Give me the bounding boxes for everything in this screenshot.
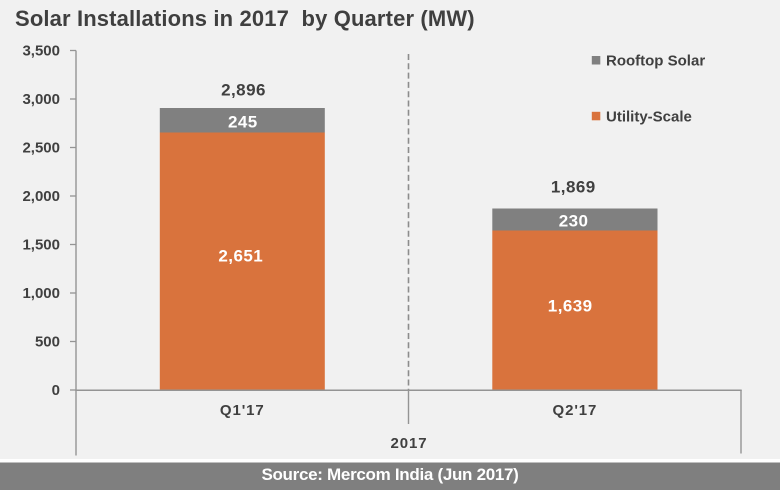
svg-text:2,000: 2,000	[22, 188, 60, 205]
svg-text:2,651: 2,651	[218, 246, 263, 265]
svg-text:2017: 2017	[391, 435, 428, 452]
svg-text:0: 0	[52, 382, 60, 399]
svg-text:2,896: 2,896	[221, 80, 266, 99]
svg-text:Utility-Scale: Utility-Scale	[606, 108, 692, 125]
svg-text:500: 500	[35, 334, 60, 351]
svg-text:2,500: 2,500	[22, 140, 60, 157]
svg-text:3,000: 3,000	[22, 91, 60, 108]
svg-text:Source: Mercom India (Jun 2017: Source: Mercom India (Jun 2017)	[261, 465, 518, 484]
svg-text:Q1'17: Q1'17	[220, 402, 265, 419]
svg-text:Q2'17: Q2'17	[553, 402, 598, 419]
svg-text:1,869: 1,869	[551, 177, 596, 196]
svg-text:1,000: 1,000	[22, 285, 60, 302]
svg-text:230: 230	[559, 211, 589, 230]
svg-text:Rooftop Solar: Rooftop Solar	[606, 53, 705, 70]
svg-text:1,500: 1,500	[22, 237, 60, 254]
svg-text:1,639: 1,639	[548, 297, 593, 316]
svg-text:3,500: 3,500	[22, 43, 60, 60]
svg-text:245: 245	[228, 112, 258, 131]
svg-text:Solar Installations in 2017 b: Solar Installations in 2017 by Quarter (…	[15, 6, 475, 31]
